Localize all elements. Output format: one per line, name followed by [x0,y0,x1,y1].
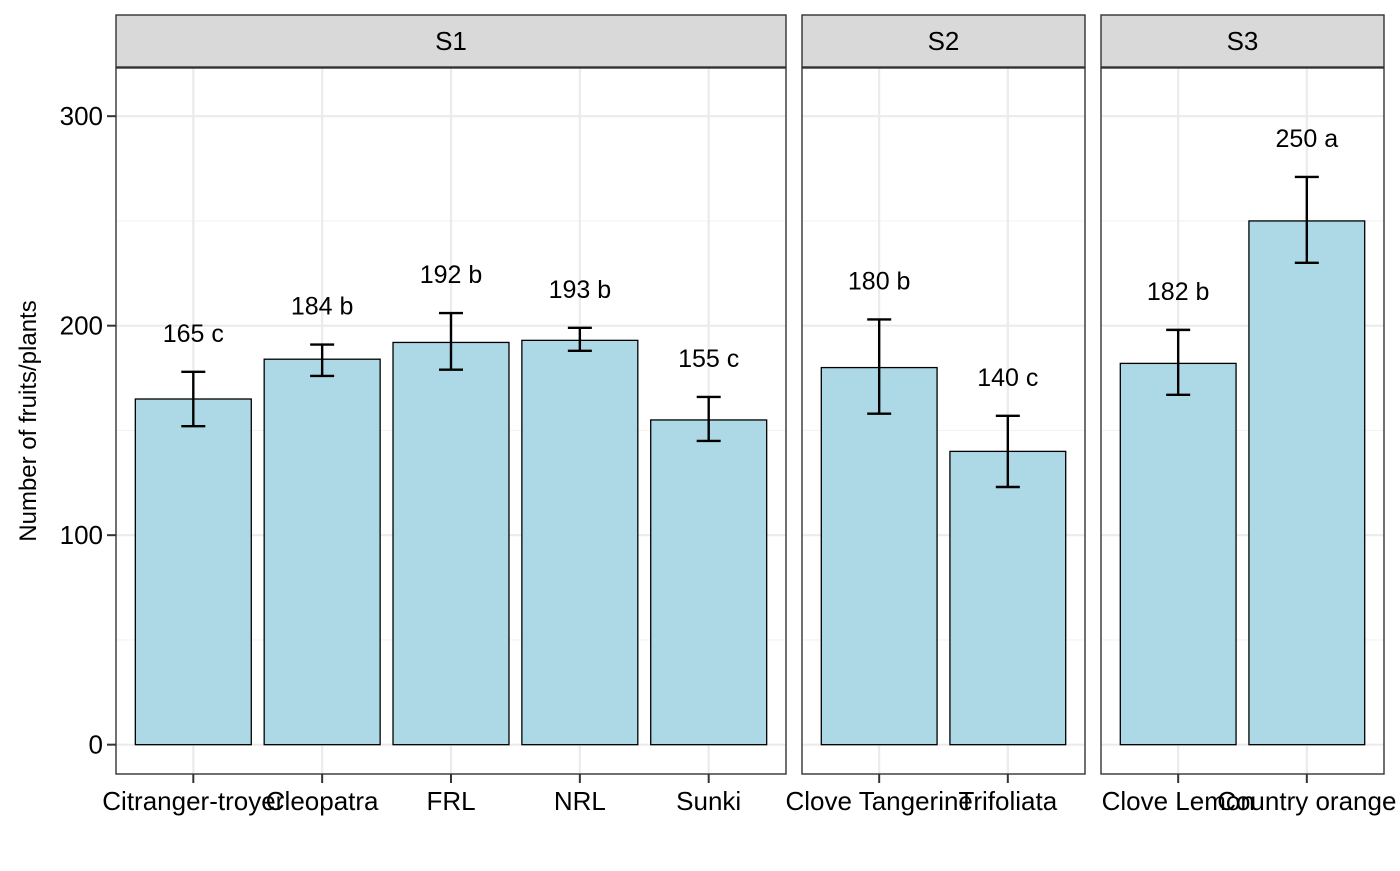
facet-strip [1100,14,1385,68]
x-tick-label: Cleopatra [266,786,379,816]
panel-border [1100,67,1385,775]
data-label: 250 a [1276,125,1339,153]
x-tick-label: NRL [554,786,606,816]
x-tick-label: Trifoliata [958,786,1057,816]
bar [949,450,1067,746]
y-tick-label: 100 [60,520,103,550]
bar [392,341,510,746]
facet-strip [115,14,787,68]
bar [650,419,768,746]
y-tick-label: 0 [89,730,103,760]
x-tick-label: Country orange [1217,786,1396,816]
bar [1248,220,1366,746]
bar [134,398,252,746]
bar [263,358,381,746]
data-label: 180 b [848,267,911,295]
data-label: 192 b [420,261,483,289]
facet-strip [801,14,1086,68]
facet-strip-label: S2 [928,26,960,56]
facet-strip-label: S1 [435,26,467,56]
x-tick-label: FRL [426,786,475,816]
bar [521,339,639,746]
x-tick-label: Clove Tangerine [785,786,972,816]
data-label: 140 c [977,364,1038,392]
panel-border [115,67,787,775]
bar [1119,362,1237,746]
facet-strip-label: S3 [1227,26,1259,56]
x-tick-label: Citranger-troyer [102,786,284,816]
data-label: 193 b [549,276,612,304]
data-label: 155 c [678,345,739,373]
bar [820,366,938,746]
y-tick-label: 300 [60,101,103,131]
y-axis-title: Number of fruits/plants [15,300,42,541]
data-label: 184 b [291,293,354,321]
x-tick-label: Clove Lemon [1102,786,1255,816]
data-label: 182 b [1147,278,1210,306]
data-label: 165 c [163,320,224,348]
x-tick-label: Sunki [676,786,741,816]
panel-border [801,67,1086,775]
y-tick-label: 200 [60,311,103,341]
